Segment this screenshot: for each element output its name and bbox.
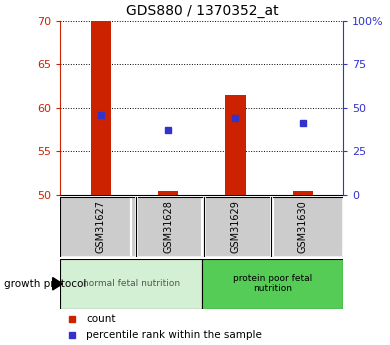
Polygon shape [53,277,62,290]
Bar [91,21,111,195]
Text: GSM31628: GSM31628 [163,200,173,253]
Text: count: count [86,314,115,324]
Bar [202,197,273,257]
Text: GSM31630: GSM31630 [298,200,308,253]
Text: GSM31629: GSM31629 [230,200,241,253]
Text: protein poor fetal
nutrition: protein poor fetal nutrition [233,274,312,294]
Bar [273,197,343,257]
Title: GDS880 / 1370352_at: GDS880 / 1370352_at [126,4,278,18]
Text: normal fetal nutrition: normal fetal nutrition [83,279,180,288]
Bar [158,191,178,195]
Bar [131,197,202,257]
Text: GSM31627: GSM31627 [96,200,106,253]
Bar [60,259,202,309]
Bar [202,259,343,309]
Bar [225,95,246,195]
Text: percentile rank within the sample: percentile rank within the sample [86,330,262,340]
Bar [60,197,131,257]
Bar [293,191,313,195]
Text: growth protocol: growth protocol [4,279,86,289]
